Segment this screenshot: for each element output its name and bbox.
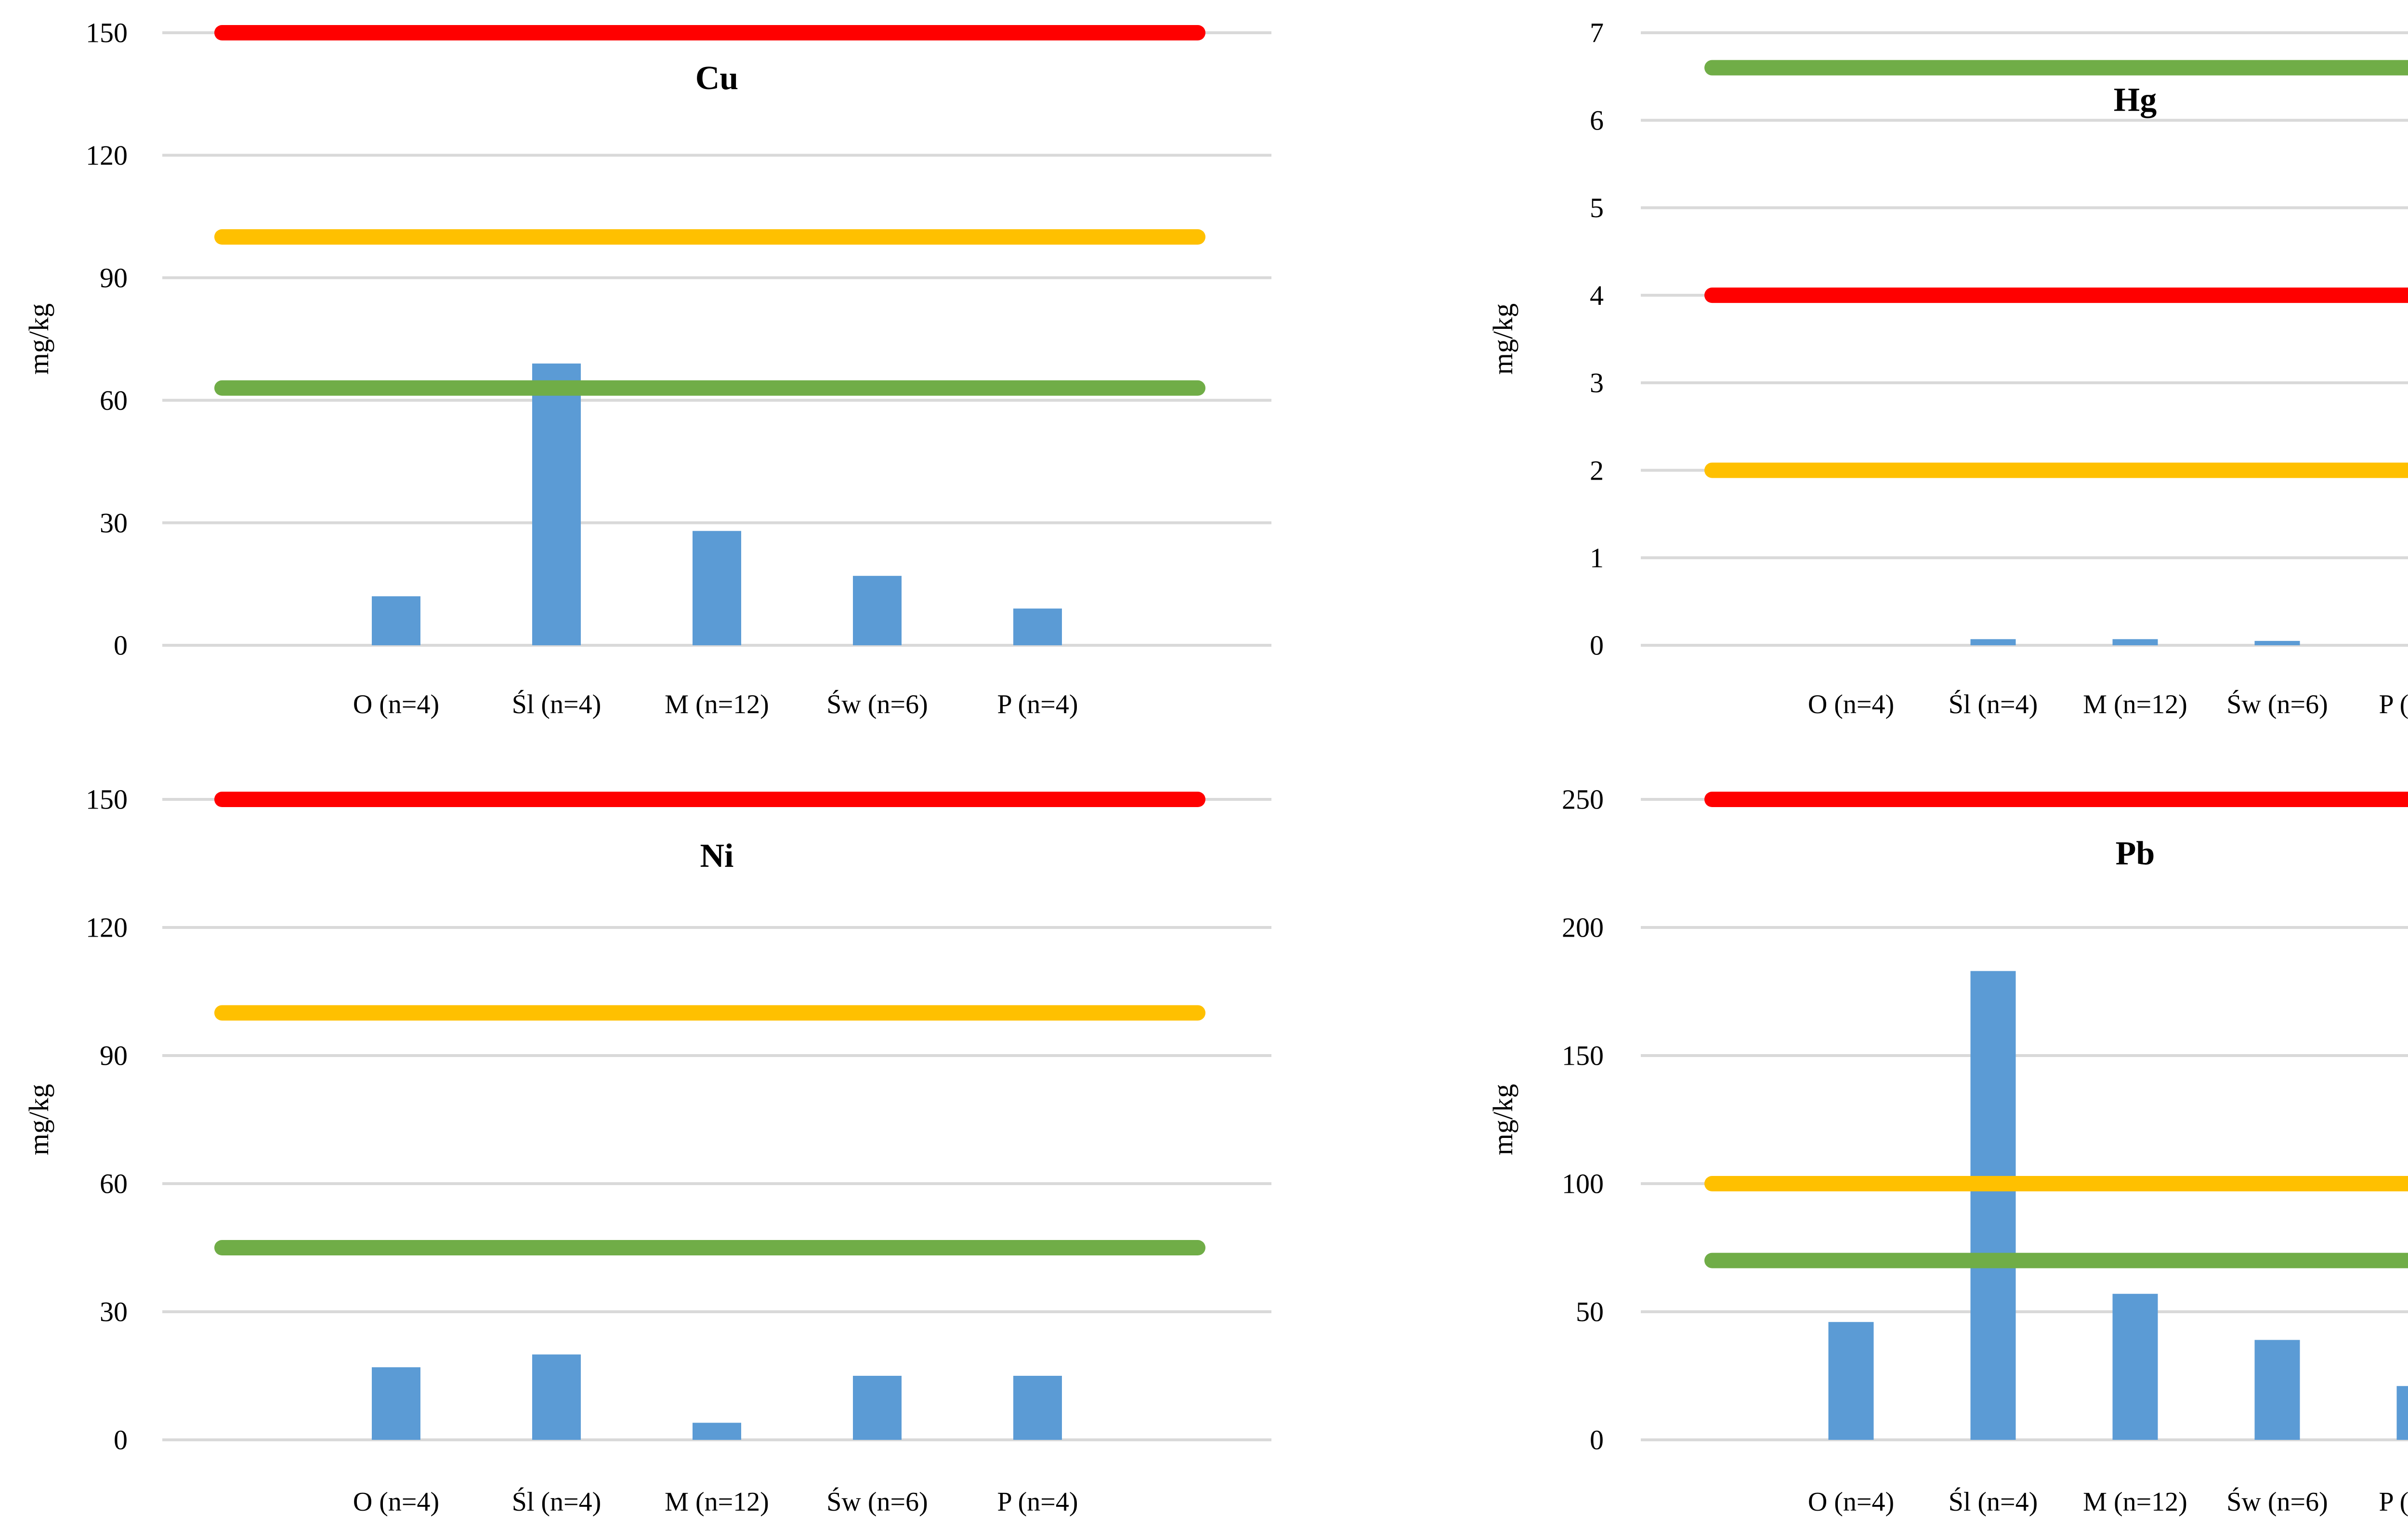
x-tick-label-cu-2: M (n=12) (665, 690, 769, 719)
y-tick-label-6: 6 (1590, 104, 1604, 136)
y-tick-label-0: 0 (114, 1424, 128, 1456)
y-tick-label-60: 60 (100, 1168, 128, 1200)
y-tick-label-0: 0 (114, 630, 128, 661)
bar-cu-0 (372, 596, 420, 645)
y-tick-label-150: 150 (1562, 1040, 1604, 1071)
x-tick-label-ni-0: O (n=4) (353, 1487, 439, 1517)
bar-pb-2 (2112, 1293, 2158, 1440)
bar-cu-3 (853, 575, 902, 645)
chart-title-hg: Hg (2114, 81, 2157, 118)
y-tick-label-90: 90 (100, 1040, 128, 1071)
y-tick-label-60: 60 (100, 385, 128, 416)
bar-ni-1 (532, 1354, 581, 1440)
chart-title-cu: Cu (695, 60, 738, 97)
x-tick-label-hg-4: P (n=4) (2379, 690, 2408, 719)
x-tick-label-cu-1: Śl (n=4) (512, 689, 602, 719)
bar-ni-0 (372, 1367, 420, 1440)
x-tick-label-cu-0: O (n=4) (353, 690, 439, 719)
bar-ni-2 (693, 1423, 741, 1440)
bar-cu-2 (693, 531, 741, 645)
y-tick-label-50: 50 (1576, 1296, 1604, 1328)
y-tick-label-1: 1 (1590, 542, 1604, 574)
x-tick-label-ni-4: P (n=4) (997, 1487, 1078, 1517)
bar-ni-3 (853, 1376, 902, 1440)
y-tick-label-120: 120 (86, 140, 128, 171)
x-tick-label-pb-4: P (n=4) (2379, 1487, 2408, 1517)
y-tick-label-200: 200 (1562, 912, 1604, 943)
x-tick-label-cu-3: Św (n=6) (826, 689, 928, 719)
y-tick-label-30: 30 (100, 507, 128, 538)
x-tick-label-ni-2: M (n=12) (665, 1487, 769, 1517)
bar-cu-4 (1013, 608, 1062, 645)
x-tick-label-hg-3: Św (n=6) (2226, 689, 2328, 719)
y-tick-label-90: 90 (100, 262, 128, 294)
chart-title-ni: Ni (700, 837, 734, 874)
x-tick-label-ni-3: Św (n=6) (826, 1487, 928, 1517)
y-axis-label-pb: mg/kg (1487, 1084, 1518, 1155)
chart-pb: 250 200 150 100 50 0 O (n=4) Śl (n=4) M (n=12) Św… (1487, 784, 2408, 1517)
y-tick-label-3: 3 (1590, 367, 1604, 399)
y-tick-label-7: 7 (1590, 17, 1604, 49)
x-tick-label-ni-1: Śl (n=4) (512, 1487, 602, 1517)
bar-pb-0 (1828, 1322, 1874, 1440)
y-tick-label-5: 5 (1590, 192, 1604, 223)
chart-title-pb: Pb (2116, 835, 2155, 872)
bar-pb-3 (2254, 1340, 2300, 1440)
bar-pb-1 (1970, 971, 2016, 1440)
x-tick-label-hg-2: M (n=12) (2083, 690, 2187, 719)
y-tick-label-4: 4 (1590, 280, 1604, 311)
x-tick-label-cu-4: P (n=4) (997, 690, 1078, 719)
x-tick-label-hg-1: Śl (n=4) (1949, 689, 2038, 719)
chart-hg: 7 6 5 4 3 2 1 0 O (n=4) Śl (n=4) M (n=12) Św (n=6) P… (1487, 17, 2408, 719)
bar-pb-4 (2396, 1386, 2408, 1440)
bar-cu-1 (532, 363, 581, 645)
y-tick-label-150: 150 (86, 17, 128, 49)
y-tick-label-30: 30 (100, 1296, 128, 1328)
y-tick-label-100: 100 (1562, 1168, 1604, 1200)
y-tick-label-120: 120 (86, 912, 128, 943)
x-tick-label-pb-1: Śl (n=4) (1949, 1487, 2038, 1517)
bar-hg-1 (1970, 639, 2016, 645)
bar-hg-2 (2112, 639, 2158, 645)
y-tick-label-0: 0 (1590, 630, 1604, 661)
y-tick-label-150: 150 (86, 784, 128, 815)
chart-ni: 150 120 90 60 30 0 O (n=4) Śl (n=4) M (n=12) Św (… (23, 784, 1271, 1517)
chart-cu: 150 120 90 60 30 0 O (n=4) Śl (n=4) M (n=12) Św (… (23, 17, 1271, 719)
y-tick-label-2: 2 (1590, 455, 1604, 486)
bar-hg-3 (2254, 640, 2300, 645)
x-tick-label-pb-2: M (n=12) (2083, 1487, 2187, 1517)
y-axis-label-ni: mg/kg (23, 1084, 54, 1155)
x-tick-label-hg-0: O (n=4) (1808, 690, 1894, 719)
x-tick-label-pb-3: Św (n=6) (2226, 1487, 2328, 1517)
y-tick-label-250: 250 (1562, 784, 1604, 815)
x-tick-label-pb-0: O (n=4) (1808, 1487, 1894, 1517)
y-axis-label-hg: mg/kg (1487, 303, 1518, 375)
y-tick-label-0: 0 (1590, 1424, 1604, 1456)
bar-ni-4 (1013, 1376, 1062, 1440)
y-axis-label-cu: mg/kg (23, 303, 54, 375)
